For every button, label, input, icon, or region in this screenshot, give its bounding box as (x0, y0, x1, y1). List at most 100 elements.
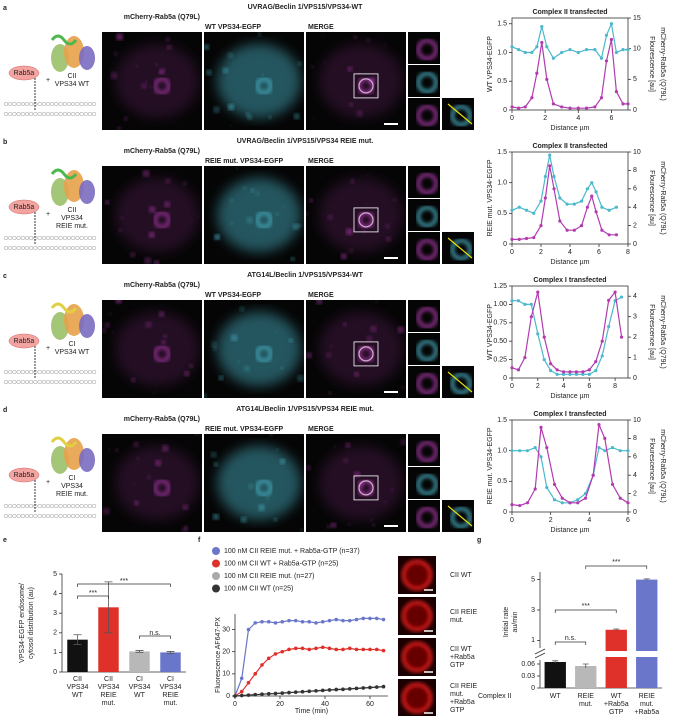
data-point (307, 689, 312, 694)
speckle (218, 375, 224, 381)
lipid-head (71, 245, 76, 251)
data-point (524, 208, 529, 212)
data-point (314, 621, 318, 625)
speckle (290, 256, 295, 261)
complex-label: REIE mut. (56, 223, 88, 230)
y2-axis-label: Flourescence [au] (648, 36, 655, 92)
speckle (321, 34, 325, 37)
speckle (397, 326, 405, 333)
lipid-head (3, 245, 9, 251)
lipid-head (3, 379, 9, 385)
lipid-head (87, 245, 93, 251)
data-point (568, 370, 572, 374)
data-point (510, 208, 514, 212)
micrograph (102, 434, 202, 532)
data-point (533, 487, 537, 491)
bar (98, 607, 119, 672)
image-label: mut. (450, 617, 464, 624)
bar (160, 652, 181, 672)
data-point (599, 96, 604, 100)
lipid-head (8, 369, 13, 375)
data-point (253, 621, 258, 625)
data-point (580, 199, 584, 203)
data-point (610, 482, 615, 486)
speckle (343, 322, 347, 327)
plot-frame (511, 285, 629, 379)
endosome (416, 239, 438, 261)
data-point (604, 33, 609, 37)
speckle (393, 198, 397, 202)
y-tick-label: 0 (503, 107, 507, 114)
plot-frame (511, 17, 629, 111)
image-content (110, 33, 199, 130)
speckle (237, 360, 240, 364)
y-axis-label: REIE mut. VPS34-EGFP (487, 159, 494, 236)
data-point (621, 102, 625, 106)
speckle (102, 327, 107, 333)
speckle (258, 504, 265, 511)
y-tick-label: 0 (226, 693, 230, 700)
lipid-head (71, 513, 76, 519)
data-point (583, 496, 588, 500)
lipid-head (24, 513, 30, 519)
complex-label: VPS34 WT (55, 81, 90, 88)
y-tick-label: 10 (633, 46, 641, 53)
data-point (600, 339, 604, 343)
lipid-head (83, 513, 88, 519)
data-point (603, 436, 607, 440)
endosome (416, 441, 438, 463)
x-tick-label: 4 (562, 383, 566, 390)
endosome (416, 173, 438, 195)
data-point (619, 295, 624, 299)
data-point (334, 647, 339, 652)
image-content (213, 167, 303, 261)
data-point (572, 228, 576, 232)
data-point (525, 449, 530, 453)
image-content (450, 239, 472, 261)
data-point (536, 290, 540, 294)
speckle (283, 205, 286, 208)
y-tick-label: 5 (633, 76, 637, 83)
bar (575, 666, 597, 688)
speckle (145, 80, 148, 83)
sig-bracket (77, 595, 109, 599)
speckle (347, 522, 351, 526)
x-tick-label: 60 (366, 701, 374, 708)
speckle (112, 330, 115, 334)
speckle (370, 518, 374, 522)
endosome (255, 211, 273, 229)
data-point (568, 372, 572, 376)
image-content (105, 169, 200, 264)
lipid-head (24, 101, 30, 107)
lipid-head (62, 503, 67, 509)
data-point (607, 298, 611, 302)
image-content (306, 300, 405, 398)
lipid-head (66, 379, 72, 385)
lipid-head (66, 503, 72, 509)
lipid-head (24, 111, 30, 117)
lipid-head (8, 101, 13, 107)
data-point (510, 105, 514, 109)
speckle (161, 340, 166, 345)
x-tick-label: 40 (321, 701, 329, 708)
data-point (542, 358, 546, 362)
speckle (350, 179, 355, 184)
data-point (574, 372, 579, 376)
speckle (401, 385, 405, 390)
lipid-head (45, 379, 51, 385)
y-tick-label: 8 (633, 167, 637, 174)
lipid-head (29, 369, 34, 375)
data-point (307, 619, 312, 624)
endosome (358, 78, 374, 94)
y-axis-label: Fluorescence AF647-PX (215, 617, 222, 693)
speckle (309, 198, 313, 203)
lipid-head (16, 101, 21, 107)
chart-title: Complex I transfected (533, 277, 606, 284)
roi-box (353, 73, 379, 99)
roi-box (353, 207, 379, 233)
lipid-head (71, 369, 76, 375)
lipid-head (29, 379, 34, 385)
lipid-head (50, 379, 55, 385)
y-tick-label: 1.00 (493, 301, 507, 308)
speckle (266, 496, 270, 500)
